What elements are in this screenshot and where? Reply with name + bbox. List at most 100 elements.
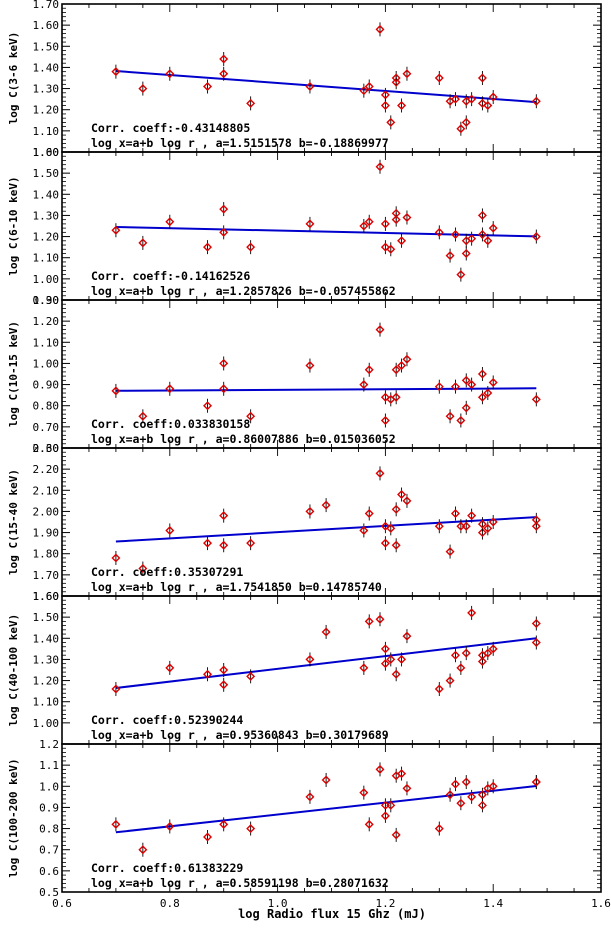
y-tick-label: 1.10 (33, 336, 60, 349)
data-point (531, 232, 541, 242)
data-point (246, 671, 256, 681)
y-tick-label: 0.8 (39, 823, 59, 836)
data-point (483, 523, 493, 533)
data-point (531, 96, 541, 106)
data-point (386, 117, 396, 127)
y-tick-label: 1.30 (33, 653, 60, 666)
data-point (397, 100, 407, 110)
y-tick-label: 1.30 (33, 209, 60, 222)
fit-line (115, 387, 537, 392)
data-point (483, 236, 493, 246)
data-point (359, 525, 369, 535)
data-point (467, 608, 477, 618)
data-point (111, 67, 121, 77)
y-tick-label: 1.90 (33, 527, 60, 540)
data-point (488, 377, 498, 387)
data-point (456, 663, 466, 673)
data-point (477, 657, 487, 667)
data-point (450, 229, 460, 239)
y-tick-label: 1.30 (33, 83, 60, 96)
data-point (477, 800, 487, 810)
data-point (397, 490, 407, 500)
data-point (461, 248, 471, 258)
y-tick-label: 0.90 (33, 294, 60, 307)
x-tick-label: 1.4 (483, 897, 503, 910)
data-point (397, 236, 407, 246)
data-point (305, 361, 315, 371)
data-point (219, 384, 229, 394)
y-tick-label: 1.20 (33, 675, 60, 688)
data-point (380, 644, 390, 654)
data-point (203, 242, 213, 252)
y-tick-label: 1.20 (33, 315, 60, 328)
data-point (321, 627, 331, 637)
data-point (386, 244, 396, 254)
fit-line (115, 225, 537, 238)
y-tick-label: 0.6 (39, 865, 59, 878)
x-tick-label: 0.8 (160, 897, 180, 910)
data-point (364, 509, 374, 519)
corr-coeff-label: Corr. coeff:0.033830158 (91, 417, 250, 431)
data-point (467, 234, 477, 244)
data-point (380, 659, 390, 669)
data-point (402, 783, 412, 793)
y-tick-label: 0.80 (33, 400, 60, 413)
y-tick-label: 2.20 (33, 463, 60, 476)
data-point (531, 638, 541, 648)
data-point (391, 215, 401, 225)
data-point (450, 509, 460, 519)
data-point (219, 665, 229, 675)
y-axis-label: log C(40-100 keV) (7, 614, 20, 727)
data-point (305, 81, 315, 91)
x-axis-label: log Radio flux 15 Ghz (mJ) (238, 907, 426, 921)
data-point (246, 411, 256, 421)
data-point (391, 365, 401, 375)
y-tick-label: 1.00 (33, 146, 60, 159)
data-point (531, 777, 541, 787)
data-point (219, 54, 229, 64)
panel-4: 1.60 1.70 1.80 1.90 2.00 2.10 2.20 2.30 log C(15… (7, 442, 602, 603)
data-point (488, 223, 498, 233)
data-point (456, 124, 466, 134)
data-point (461, 403, 471, 413)
data-point (402, 354, 412, 364)
data-point (219, 227, 229, 237)
data-point (380, 416, 390, 426)
data-point (359, 788, 369, 798)
data-point (467, 511, 477, 521)
corr-coeff-label: Corr. coeff:0.61383229 (91, 861, 243, 875)
y-tick-label: 1.40 (33, 632, 60, 645)
data-point (246, 538, 256, 548)
data-point (111, 553, 121, 563)
panel-6: 0.5 0.6 0.7 0.8 0.9 1.0 1.1 1.2 log C(100-200 ke… (7, 738, 602, 899)
data-point (165, 69, 175, 79)
data-point (203, 401, 213, 411)
panel-3: 0.60 0.70 0.80 0.90 1.00 1.10 1.20 1.30 log C(10… (7, 294, 602, 455)
data-point (445, 547, 455, 557)
data-point (203, 81, 213, 91)
y-tick-label: 0.90 (33, 379, 60, 392)
data-point (165, 663, 175, 673)
y-axis-label: log C(15-40 keV) (7, 469, 20, 575)
data-point (531, 521, 541, 531)
y-tick-label: 1.80 (33, 548, 60, 561)
data-point (488, 92, 498, 102)
fit-equation-label: log x=a+b log r , a=1.5151578 b=-0.18869… (91, 136, 389, 150)
data-point (305, 792, 315, 802)
y-axis-label: log C(6-10 keV) (7, 176, 20, 275)
data-point (488, 781, 498, 791)
data-point (138, 238, 148, 248)
y-tick-label: 1.30 (33, 294, 60, 307)
x-tick-label: 0.6 (52, 897, 72, 910)
data-point (375, 24, 385, 34)
data-point (434, 382, 444, 392)
data-point (219, 204, 229, 214)
data-point (111, 225, 121, 235)
data-point (375, 162, 385, 172)
data-point (483, 100, 493, 110)
y-tick-label: 1.00 (33, 357, 60, 370)
fit-equation-label: log x=a+b log r , a=1.2857826 b=-0.05745… (91, 284, 396, 298)
data-point (477, 98, 487, 108)
data-point (364, 616, 374, 626)
y-tick-label: 1.50 (33, 611, 60, 624)
